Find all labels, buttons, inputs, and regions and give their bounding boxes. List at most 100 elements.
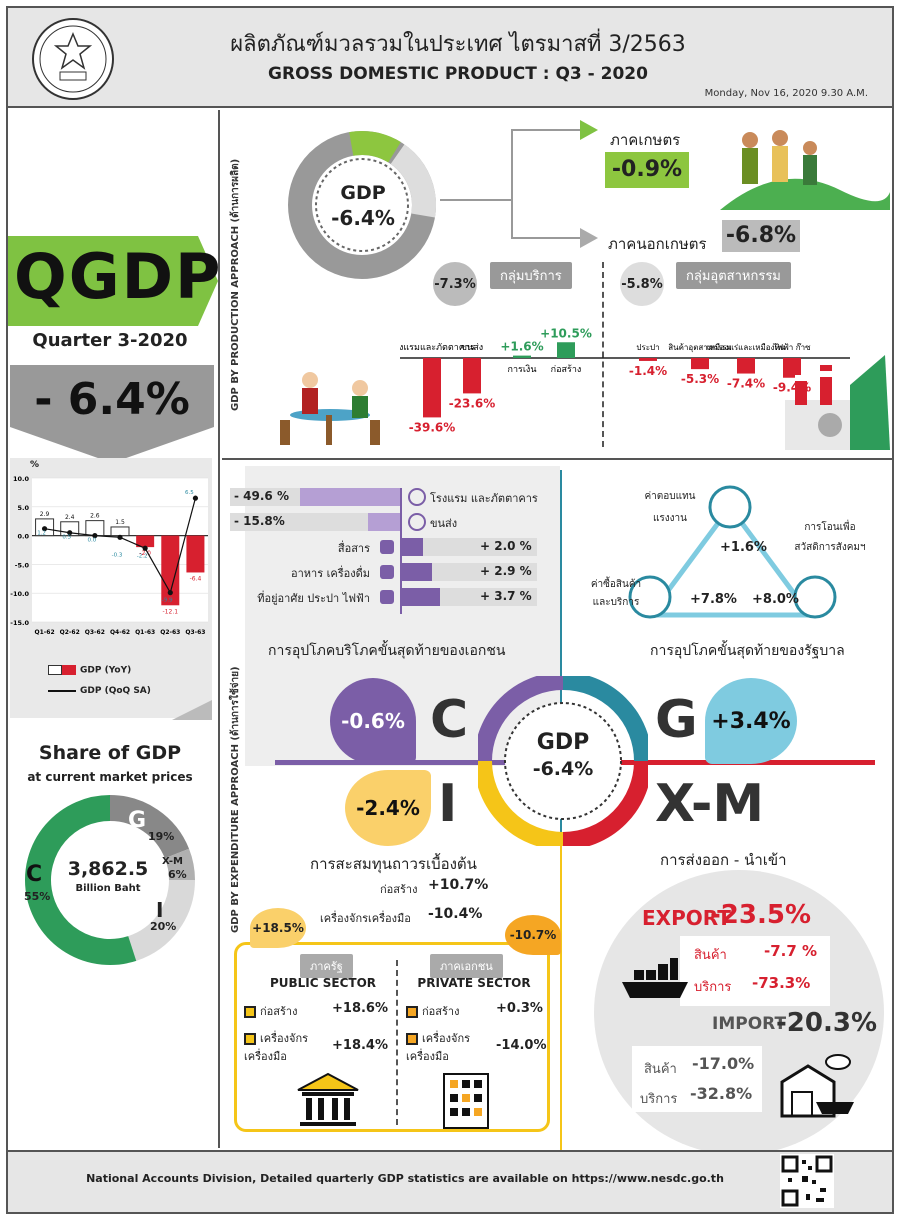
y-tick-label: 10.0 [13, 475, 30, 483]
c-bar-row: + 2.9 % อาหาร เครื่องดื่ม [230, 563, 560, 581]
import-services-value: -32.8% [690, 1084, 753, 1103]
share-g-letter: G [128, 808, 147, 833]
chart-unit: % [30, 460, 40, 470]
private-machine-value: -14.0% [496, 1038, 547, 1053]
export-services-label: บริการ [694, 980, 732, 995]
share-xm-letter: X-M [162, 856, 183, 867]
import-goods-value: -17.0% [692, 1054, 755, 1073]
qr-code[interactable] [780, 1154, 834, 1208]
industry-bar-label: ประปา [636, 343, 659, 352]
share-slice-xm [164, 848, 195, 881]
center-gdp-label: GDP [536, 730, 590, 755]
private-en: PRIVATE SECTOR [417, 976, 531, 990]
public-construct-value: +18.6% [332, 1001, 388, 1016]
g-letter: G [655, 690, 698, 750]
category-icon [380, 590, 394, 604]
category-icon [380, 565, 394, 579]
production-divider [602, 262, 604, 447]
y-tick-label: -5.0 [15, 561, 30, 569]
yoy-data-label: 1.5 [115, 519, 125, 526]
xm-letter: X-M [655, 774, 765, 834]
header: ผลิตภัณฑ์มวลรวมในประเทศ ไตรมาสที่ 3/2563… [8, 8, 892, 108]
g-item-1-label: ค่าตอบแทนแรงงาน [644, 491, 696, 524]
quarter-label: Quarter 3-2020 [32, 330, 188, 351]
category-icon [408, 513, 426, 531]
c-value-bubble: -0.6% [330, 678, 416, 764]
nonagri-value: -6.8% [722, 220, 800, 252]
c-bar [402, 538, 423, 556]
qoq-point [192, 495, 199, 501]
export-label: EXPORT [642, 906, 731, 930]
y-tick-label: 0.0 [17, 533, 29, 541]
industry-tag: กลุ่มอุตสาหกรรม [676, 262, 791, 289]
x-tick-label: Q3-63 [185, 629, 205, 636]
export-goods-value: -7.7 % [764, 942, 818, 960]
title-english: GROSS DOMESTIC PRODUCT : Q3 - 2020 [268, 64, 648, 84]
export-value: -23.5% [710, 900, 811, 930]
g-triangle [628, 485, 837, 619]
yoy-bar [110, 526, 130, 537]
qoq-point [41, 526, 48, 532]
share-i-pct: 20% [150, 920, 177, 933]
services-bar-label: ก่อสร้าง [551, 364, 582, 375]
c-bar [402, 563, 432, 581]
investment-divider [396, 960, 398, 1125]
qoq-data-label: 6.5 [185, 490, 194, 496]
c-bar-label: ที่อยู่อาศัย ประปา ไฟฟ้า [257, 592, 370, 605]
restaurant-illustration [280, 372, 380, 445]
page-fold [172, 700, 212, 720]
qoq-point [167, 590, 173, 596]
qoq-data-label: -9.9 [162, 598, 173, 604]
c-title: การอุปโภคบริโภคขั้นสุดท้ายของเอกชน [268, 643, 506, 659]
i-value-bubble: -2.4% [345, 770, 431, 846]
c-bar-value: - 49.6 % [234, 489, 289, 503]
private-th: ภาคเอกชน [430, 954, 503, 978]
yoy-data-label: 2.6 [90, 513, 100, 520]
x-tick-label: Q2-63 [160, 629, 180, 636]
services-bar-label: การเงิน [508, 364, 537, 375]
share-g-pct: 19% [148, 830, 175, 843]
yoy-data-label: -12.1 [163, 608, 179, 615]
industry-value-bubble: -5.8% [620, 262, 664, 306]
x-tick-label: Q2-62 [60, 629, 80, 636]
c-bars: - 49.6 % โรงแรม และภัตตาคาร - 15.8% ขนส่ง + … [230, 488, 560, 618]
i-construct-label: ก่อสร้าง [380, 883, 418, 896]
c-letter: C [430, 690, 469, 750]
production-gdp-label: GDP [340, 182, 386, 204]
yoy-data-label: 2.9 [40, 511, 50, 518]
i-machine-label: เครื่องจักรเครื่องมือ [320, 912, 411, 925]
x-tick-label: Q3-62 [85, 629, 105, 636]
yoy-bar [186, 535, 205, 573]
seal-logo [32, 18, 114, 100]
public-total-bubble: +18.5% [250, 908, 306, 948]
industry-bar [737, 358, 755, 374]
share-total: 3,862.5 [67, 858, 149, 880]
qgdp-arrow-bg [8, 236, 218, 326]
production-axis-label: GDP BY PRODUCTION APPROACH (ด้านการผลิต) [230, 158, 241, 412]
production-gdp-value: -6.4% [331, 206, 395, 230]
private-machine: เครื่องจักรเครื่องมือ [406, 1032, 471, 1063]
share-slice-c [25, 795, 137, 965]
industry-bar-label: ไฟฟ้า ก๊าซ [772, 342, 811, 352]
share-subtitle: at current market prices [27, 770, 193, 784]
qoq-data-label: 0.5 [62, 535, 71, 541]
industry-bar-value: -7.4% [727, 377, 765, 391]
c-bar-row: - 49.6 % โรงแรม และภัตตาคาร [230, 488, 560, 506]
services-bar [557, 342, 575, 358]
c-bar-label: ขนส่ง [430, 517, 458, 530]
production-branch-lines [440, 120, 598, 248]
services-bar [513, 355, 531, 358]
c-bar-label: โรงแรม และภัตตาคาร [430, 492, 538, 505]
nonagri-label: ภาคนอกเกษตร [608, 235, 707, 253]
g-item-3-label: การโอนเพื่อสวัสดิการสังคมฯ [794, 522, 866, 553]
services-bar [423, 358, 441, 418]
c-bar-value: + 2.0 % [480, 539, 532, 553]
public-machine: เครื่องจักรเครื่องมือ [244, 1032, 309, 1063]
import-value: -20.3% [776, 1008, 877, 1038]
footer [8, 1150, 892, 1212]
xm-title: การส่งออก - นำเข้า [660, 851, 787, 869]
agri-label: ภาคเกษตร [610, 131, 681, 149]
public-construct: ก่อสร้าง [244, 1002, 297, 1020]
services-bar-value: -23.6% [449, 396, 496, 410]
